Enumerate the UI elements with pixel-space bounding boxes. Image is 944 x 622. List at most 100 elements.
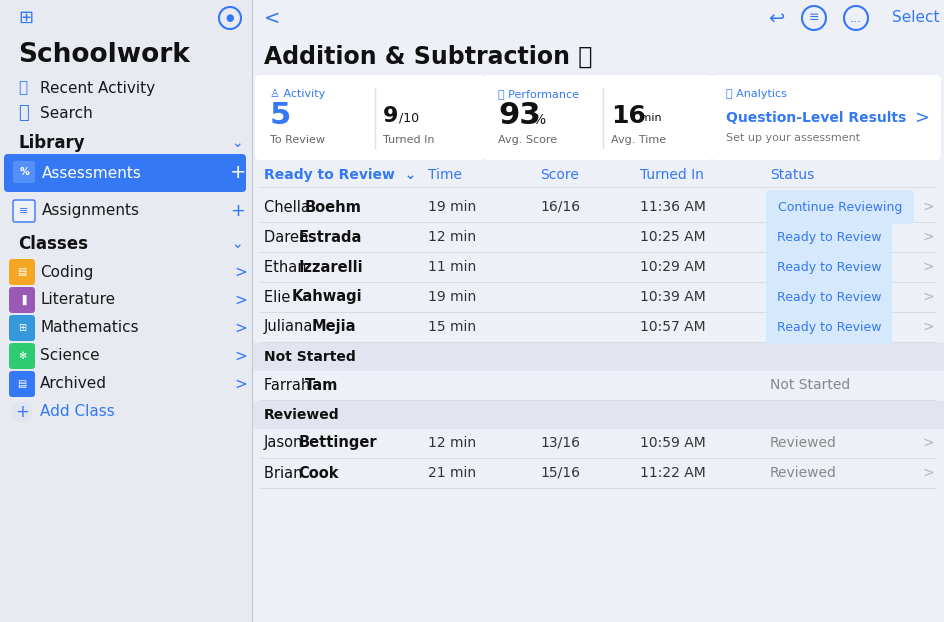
Text: Select: Select (892, 11, 939, 26)
Text: >: > (922, 290, 934, 304)
Text: Mejia: Mejia (312, 320, 356, 335)
Text: ≡: ≡ (809, 11, 819, 24)
Text: Add Class: Add Class (40, 404, 115, 419)
Text: Izzarelli: Izzarelli (298, 259, 363, 274)
Text: Literature: Literature (40, 292, 115, 307)
Text: Addition & Subtraction ✨: Addition & Subtraction ✨ (264, 45, 593, 69)
Text: >: > (235, 292, 247, 307)
Text: Score: Score (540, 168, 579, 182)
Text: Reviewed: Reviewed (770, 436, 837, 450)
Text: Turned In: Turned In (383, 135, 434, 145)
FancyBboxPatch shape (0, 0, 252, 622)
Text: Juliana: Juliana (264, 320, 316, 335)
Text: Recent Activity: Recent Activity (40, 80, 155, 96)
Text: >: > (235, 348, 247, 363)
Text: Turned In: Turned In (640, 168, 704, 182)
Text: 9: 9 (383, 106, 398, 126)
Text: Reviewed: Reviewed (770, 466, 837, 480)
Circle shape (12, 402, 32, 422)
Text: <: < (264, 9, 280, 27)
Text: >: > (235, 264, 247, 279)
Text: >: > (235, 320, 247, 335)
Text: 10:25 AM: 10:25 AM (640, 230, 705, 244)
Text: Avg. Score: Avg. Score (498, 135, 557, 145)
Text: 13/16: 13/16 (540, 436, 580, 450)
Text: To Review: To Review (270, 135, 325, 145)
Text: >: > (922, 200, 934, 214)
Text: /10: /10 (399, 111, 419, 124)
Text: 📈 Performance: 📈 Performance (498, 89, 579, 99)
Text: Tam: Tam (305, 378, 339, 392)
Text: Chella: Chella (264, 200, 312, 215)
Text: 93: 93 (498, 101, 541, 131)
Text: Kahwagi: Kahwagi (292, 289, 362, 305)
FancyBboxPatch shape (483, 75, 713, 160)
Text: %: % (532, 113, 545, 127)
Text: Assessments: Assessments (42, 165, 142, 180)
Text: Classes: Classes (18, 235, 88, 253)
Text: Ready to Review: Ready to Review (777, 290, 882, 304)
Text: Not Started: Not Started (770, 378, 851, 392)
Text: Coding: Coding (40, 264, 93, 279)
Text: %: % (19, 167, 29, 177)
Text: 10:39 AM: 10:39 AM (640, 290, 706, 304)
Text: ⊞: ⊞ (18, 9, 33, 27)
FancyBboxPatch shape (9, 371, 35, 397)
FancyBboxPatch shape (766, 190, 914, 224)
FancyBboxPatch shape (252, 343, 944, 371)
Text: 10:29 AM: 10:29 AM (640, 260, 706, 274)
Text: 11 min: 11 min (428, 260, 477, 274)
Text: Assignments: Assignments (42, 203, 140, 218)
Text: ⌕: ⌕ (18, 104, 28, 122)
Text: Not Started: Not Started (264, 350, 356, 364)
Text: Status: Status (770, 168, 815, 182)
Text: ⦾: ⦾ (18, 80, 27, 96)
FancyBboxPatch shape (766, 220, 892, 254)
Text: 12 min: 12 min (428, 436, 476, 450)
Text: min: min (637, 113, 662, 123)
FancyBboxPatch shape (255, 75, 485, 160)
Text: ⌄: ⌄ (231, 136, 243, 150)
Text: ▐: ▐ (18, 295, 25, 305)
Text: Boehm: Boehm (305, 200, 362, 215)
Text: >: > (922, 466, 934, 480)
Text: +: + (230, 202, 245, 220)
FancyBboxPatch shape (9, 259, 35, 285)
Text: Schoolwork: Schoolwork (18, 42, 190, 68)
Text: Ready to Review: Ready to Review (777, 320, 882, 333)
Text: ♙ Activity: ♙ Activity (270, 89, 326, 99)
Text: 21 min: 21 min (428, 466, 476, 480)
Text: >: > (915, 109, 930, 127)
Text: Archived: Archived (40, 376, 107, 391)
Text: Daren: Daren (264, 230, 312, 244)
Text: ↩: ↩ (767, 9, 784, 27)
Text: ✻: ✻ (18, 351, 26, 361)
FancyBboxPatch shape (711, 75, 941, 160)
FancyBboxPatch shape (9, 343, 35, 369)
Text: ⌄: ⌄ (231, 237, 243, 251)
Text: Cook: Cook (298, 465, 339, 481)
Text: 12 min: 12 min (428, 230, 476, 244)
Text: >: > (235, 376, 247, 391)
Text: Science: Science (40, 348, 100, 363)
Text: >: > (922, 436, 934, 450)
Text: Ready to Review  ⌄: Ready to Review ⌄ (264, 168, 416, 182)
Text: ●: ● (226, 13, 234, 23)
Text: Mathematics: Mathematics (40, 320, 139, 335)
Text: ...: ... (850, 11, 862, 24)
Text: Farrah: Farrah (264, 378, 313, 392)
FancyBboxPatch shape (766, 310, 892, 344)
FancyBboxPatch shape (4, 154, 246, 192)
Text: Ethan: Ethan (264, 259, 310, 274)
Text: Ready to Review: Ready to Review (777, 231, 882, 243)
Text: Brian: Brian (264, 465, 305, 481)
FancyBboxPatch shape (766, 250, 892, 284)
FancyBboxPatch shape (252, 401, 944, 429)
Text: Avg. Time: Avg. Time (611, 135, 666, 145)
Text: Reviewed: Reviewed (264, 408, 340, 422)
FancyBboxPatch shape (9, 315, 35, 341)
FancyBboxPatch shape (9, 287, 35, 313)
Text: 19 min: 19 min (428, 290, 477, 304)
Text: Set up your assessment: Set up your assessment (726, 133, 860, 143)
Text: Bettinger: Bettinger (298, 435, 378, 450)
